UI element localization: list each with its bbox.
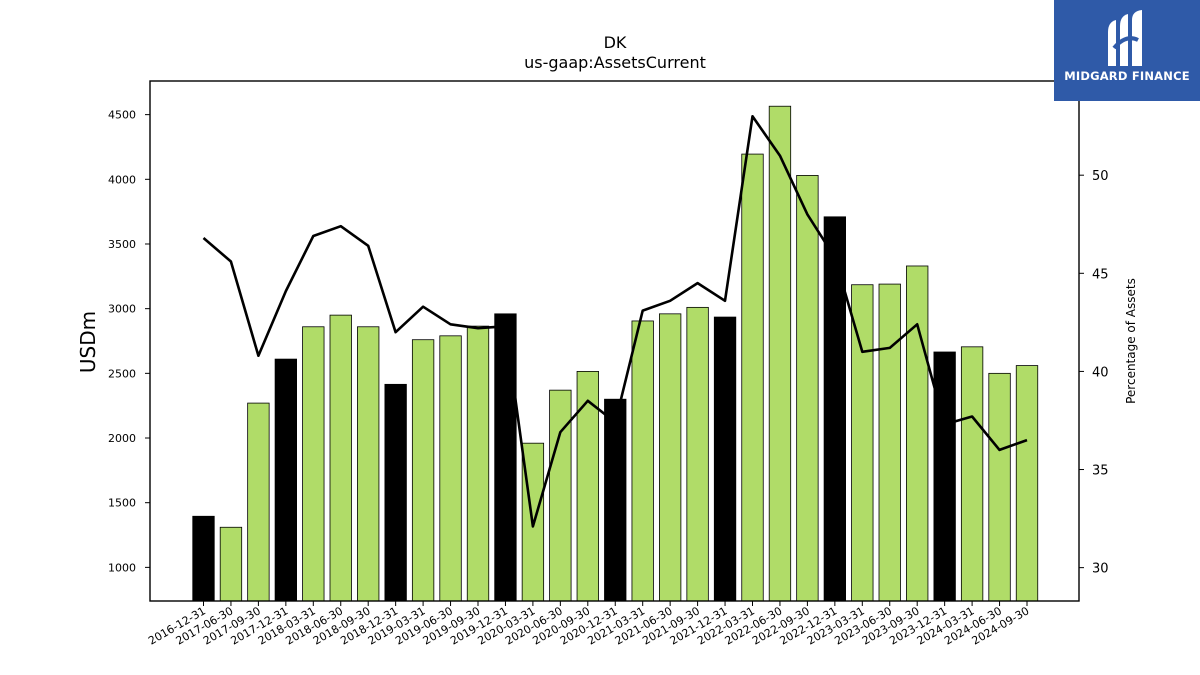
y2-tick-label-35: 35	[1092, 464, 1109, 479]
y-axis-label-right: Percentage of Assets	[1124, 278, 1138, 404]
bar-2022-09-30	[796, 175, 819, 602]
bar-2022-06-30	[768, 105, 792, 602]
bar-2021-03-31	[631, 320, 654, 602]
y-tick-label-1000: 1000	[108, 561, 136, 574]
logo-mark-icon	[1108, 10, 1142, 66]
logo-text: MIDGARD FINANCE	[1064, 69, 1190, 83]
bar-2018-06-30	[329, 314, 352, 602]
bar-2018-12-31	[384, 383, 407, 602]
bar-2017-06-30	[219, 526, 243, 602]
bar-2021-06-30	[659, 313, 682, 602]
bar-2023-03-31	[851, 284, 874, 602]
bar-2017-09-30	[247, 402, 270, 602]
chart-title: DK	[603, 33, 627, 52]
bar-2018-03-31	[302, 326, 325, 602]
bar-2024-06-30	[988, 372, 1011, 602]
y-axis-label-left: USDm	[76, 310, 100, 374]
bar-2022-12-31	[823, 216, 846, 602]
y-tick-label-2500: 2500	[108, 367, 136, 380]
bar-2024-03-31	[960, 346, 984, 602]
bar-2021-12-31	[713, 316, 737, 602]
bar-2016-12-31	[192, 515, 215, 602]
bar-2019-12-31	[494, 313, 517, 602]
bar-2018-09-30	[357, 326, 380, 602]
bar-2020-12-31	[604, 398, 627, 602]
y-tick-label-2000: 2000	[108, 432, 136, 445]
bar-2023-09-30	[906, 265, 929, 602]
y2-tick-label-45: 45	[1092, 267, 1109, 282]
percentage-line	[202, 115, 1028, 528]
y-tick-label-3500: 3500	[108, 238, 136, 251]
chart-subtitle: us-gaap:AssetsCurrent	[524, 53, 706, 72]
bar-2019-03-31	[411, 339, 435, 602]
plot-frame	[149, 80, 1080, 602]
bar-2023-12-31	[933, 351, 956, 602]
y2-tick-label-30: 30	[1092, 562, 1109, 577]
y2-tick-label-40: 40	[1092, 365, 1109, 380]
y2-tick-label-50: 50	[1092, 169, 1109, 184]
y-tick-label-4500: 4500	[108, 109, 136, 122]
bar-2017-12-31	[274, 358, 298, 602]
bar-2021-09-30	[686, 306, 709, 602]
bar-2023-06-30	[878, 283, 901, 602]
y-tick-label-4000: 4000	[108, 173, 136, 186]
y-tick-label-1500: 1500	[108, 497, 136, 510]
bar-2019-06-30	[439, 335, 462, 602]
brand-logo: MIDGARD FINANCE	[1054, 0, 1200, 101]
bar-2022-03-31	[741, 153, 764, 602]
y-tick-label-3000: 3000	[108, 303, 136, 316]
bar-2019-09-30	[466, 325, 490, 602]
bar-2024-09-30	[1015, 365, 1039, 602]
